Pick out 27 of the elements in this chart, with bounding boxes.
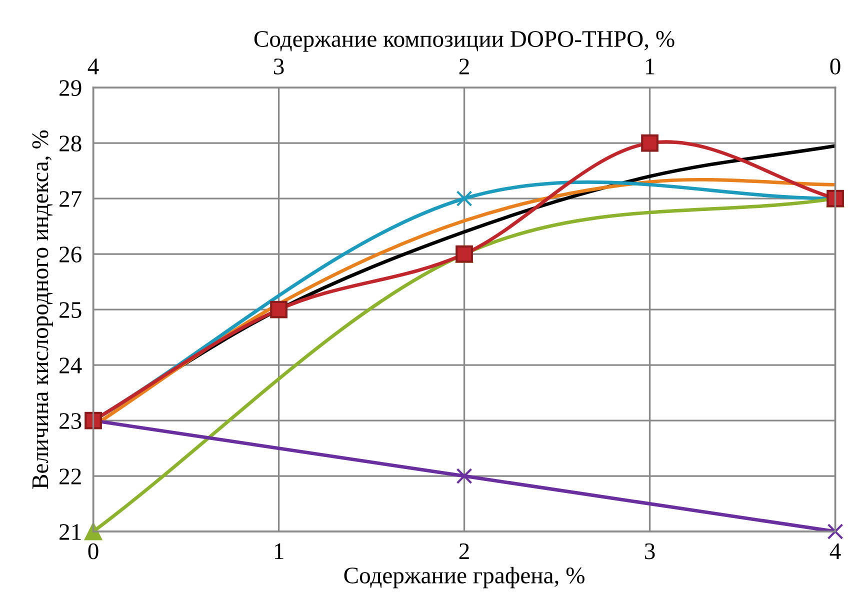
y-tick-label: 29 (60, 80, 82, 96)
x2-axis-title: Содержание композиции DOPO-THPO, % (254, 31, 674, 52)
point (456, 468, 472, 484)
point (641, 134, 658, 152)
x-tick-label: 4 (830, 543, 841, 560)
x-tick-label: 1 (274, 543, 284, 560)
x2-tick-label: 2 (459, 58, 469, 74)
y-tick-label: 27 (60, 191, 82, 207)
x2-tick-label: 4 (88, 58, 99, 74)
x-tick-label: 2 (459, 543, 469, 560)
y-tick-label: 21 (60, 524, 81, 540)
y-tick-label: 23 (60, 413, 82, 429)
point (827, 524, 844, 540)
x-tick-label: 3 (645, 543, 655, 560)
x-tick-label: 0 (88, 543, 98, 560)
x2-tick-label: 3 (274, 58, 284, 74)
y-axis-title: Величина кислородного индекса, % (32, 130, 53, 489)
point (270, 300, 288, 318)
point (456, 190, 472, 207)
y-tick-label: 26 (60, 246, 82, 262)
x-axis-title: Содержание графена, % (344, 566, 584, 588)
x2-tick-label: 1 (646, 58, 654, 74)
y-tick-label: 25 (60, 302, 82, 318)
y-tick-label: 22 (60, 468, 81, 484)
x2-tick-label: 0 (830, 58, 840, 74)
y-tick-label: 24 (60, 358, 82, 374)
y-tick-label: 28 (60, 136, 82, 152)
